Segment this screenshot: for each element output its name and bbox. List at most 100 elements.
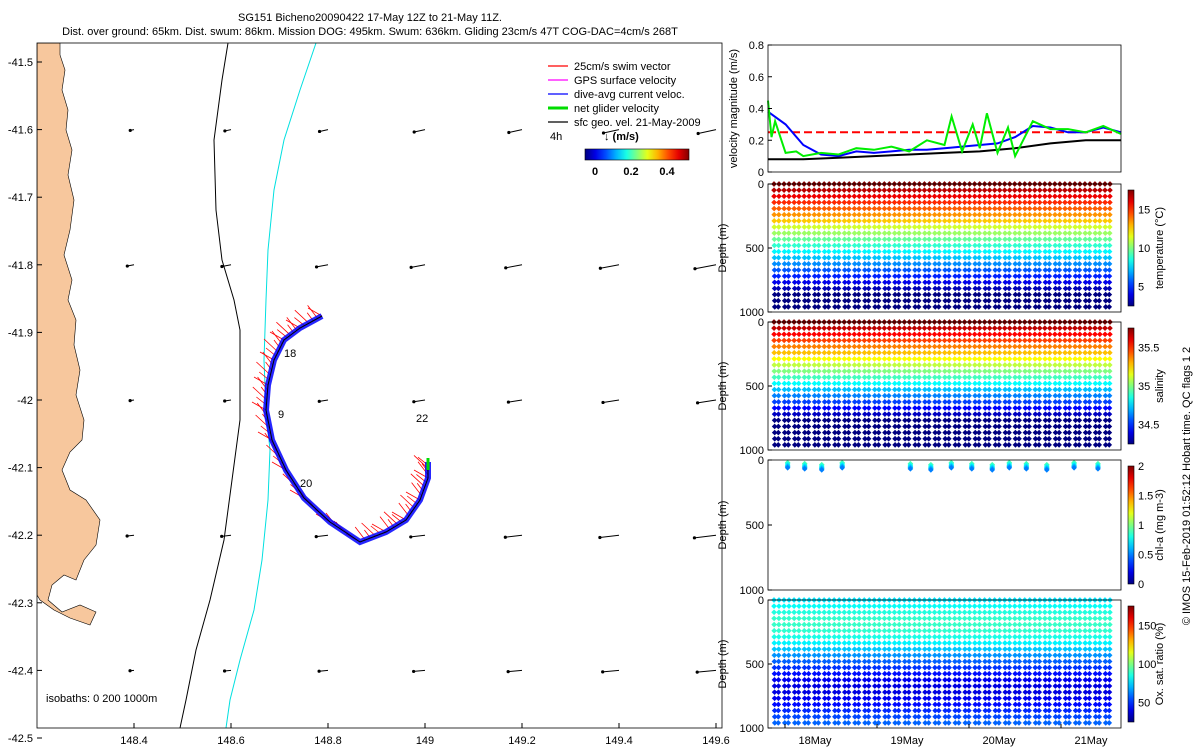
profile-sample-point — [946, 411, 952, 417]
profile-sample-point — [851, 230, 858, 236]
profile-sample-point — [805, 236, 812, 243]
profile-sample-point — [936, 236, 942, 243]
profile-sample-point — [966, 405, 972, 411]
profile-sample-point — [951, 218, 958, 224]
profile-sample-point — [1056, 279, 1063, 286]
profile-sample-point — [1066, 230, 1073, 236]
profile-sample-point — [1082, 224, 1089, 230]
profile-sample-point — [952, 380, 958, 387]
profile-sample-point — [851, 254, 858, 261]
profile-sample-point — [956, 609, 963, 616]
profile-sample-point — [815, 405, 822, 411]
profile-sample-point — [946, 211, 953, 218]
profile-sample-point — [855, 720, 862, 726]
profile-sample-point — [1046, 713, 1052, 720]
profile-sample-point — [1102, 236, 1109, 243]
profile-sample-point — [976, 435, 982, 442]
depth-colorbar-tick: 10 — [1138, 243, 1150, 255]
profile-sample-point — [1026, 627, 1033, 634]
geo-velocity-arrow — [695, 399, 717, 405]
profile-sample-point — [906, 362, 912, 368]
profile-sample-point — [775, 356, 782, 362]
profile-sample-point — [1002, 279, 1009, 286]
profile-sample-point — [1066, 374, 1073, 381]
profile-sample-point — [816, 211, 822, 218]
profile-sample-point — [796, 337, 802, 344]
profile-sample-point — [862, 297, 868, 304]
profile-sample-point — [846, 356, 852, 362]
profile-sample-point — [981, 343, 988, 350]
profile-sample-point — [1086, 218, 1093, 224]
profile-sample-point — [956, 374, 963, 381]
profile-sample-point — [1026, 337, 1033, 344]
profile-sample-point — [1082, 603, 1088, 609]
profile-sample-point — [1046, 411, 1053, 417]
profile-sample-point — [986, 205, 993, 212]
profile-sample-point — [821, 362, 828, 368]
profile-sample-point — [1016, 368, 1023, 374]
profile-sample-point — [1042, 236, 1048, 243]
profile-sample-point — [926, 677, 932, 683]
profile-sample-point — [915, 695, 922, 702]
profile-sample-point — [966, 634, 973, 640]
profile-sample-point — [1026, 664, 1033, 671]
profile-sample-point — [836, 621, 842, 628]
profile-sample-point — [1086, 356, 1093, 362]
profile-sample-point — [926, 356, 933, 362]
profile-sample-point — [801, 392, 808, 399]
profile-sample-point — [871, 609, 878, 616]
velocity-series-line — [767, 110, 1122, 158]
profile-sample-point — [921, 199, 928, 206]
profile-sample-point — [941, 349, 948, 356]
profile-sample-point — [886, 205, 893, 212]
profile-sample-point — [946, 325, 953, 331]
profile-sample-point — [871, 325, 878, 331]
profile-sample-point — [1022, 273, 1029, 279]
profile-sample-point — [1006, 273, 1012, 279]
profile-sample-point — [1006, 634, 1013, 640]
profile-sample-point — [932, 417, 938, 424]
profile-sample-point — [916, 689, 922, 695]
profile-sample-point — [931, 603, 938, 609]
profile-sample-point — [801, 205, 808, 212]
profile-sample-point — [1076, 677, 1083, 683]
profile-sample-point — [1052, 374, 1058, 381]
profile-sample-point — [771, 218, 778, 224]
profile-sample-point — [796, 349, 802, 356]
profile-sample-point — [786, 337, 792, 344]
profile-sample-point — [946, 356, 953, 362]
profile-sample-point — [856, 646, 862, 652]
profile-sample-point — [891, 248, 898, 255]
profile-sample-point — [811, 224, 818, 230]
profile-sample-point — [911, 187, 918, 193]
profile-sample-point — [941, 218, 948, 224]
profile-sample-point — [821, 242, 828, 249]
profile-sample-point — [1002, 261, 1008, 267]
profile-sample-point — [795, 640, 802, 646]
profile-sample-point — [1076, 248, 1083, 255]
profile-sample-point — [866, 380, 872, 387]
profile-sample-point — [831, 248, 838, 255]
profile-sample-point — [895, 297, 902, 304]
profile-sample-point — [952, 242, 958, 249]
profile-sample-point — [781, 297, 788, 304]
profile-sample-point — [831, 417, 838, 424]
profile-sample-point — [881, 224, 888, 230]
profile-sample-point — [896, 267, 902, 273]
profile-sample-point — [891, 609, 898, 616]
profile-sample-point — [1006, 242, 1013, 249]
profile-sample-point — [815, 386, 822, 393]
profile-sample-point — [895, 291, 902, 298]
profile-sample-point — [1022, 343, 1028, 350]
profile-sample-point — [812, 435, 818, 442]
profile-sample-point — [1106, 356, 1113, 362]
profile-sample-point — [876, 242, 882, 249]
profile-sample-point — [1056, 261, 1063, 267]
profile-sample-point — [1106, 677, 1113, 683]
profile-sample-point — [1096, 236, 1103, 243]
profile-sample-point — [1026, 386, 1033, 393]
profile-sample-point — [996, 224, 1003, 230]
profile-sample-point — [835, 713, 842, 720]
profile-sample-point — [896, 325, 903, 331]
